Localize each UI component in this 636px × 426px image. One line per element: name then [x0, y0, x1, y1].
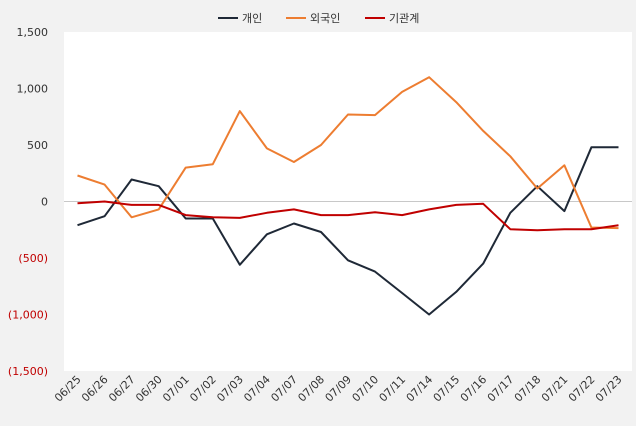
x-tick-label: 07/16 — [458, 373, 490, 405]
x-tick-label: 07/10 — [350, 373, 382, 405]
x-tick-label: 07/07 — [268, 373, 300, 405]
y-tick-label: (1,000) — [8, 309, 48, 322]
x-tick-label: 06/27 — [106, 373, 138, 405]
x-tick-label: 07/14 — [404, 373, 436, 405]
x-tick-label: 07/21 — [539, 373, 571, 405]
y-tick-label: (1,500) — [8, 365, 48, 378]
y-axis: 1,500 1,000 500 0 (500) (1,000) (1,500) — [8, 26, 48, 378]
x-tick-label: 07/03 — [214, 373, 246, 405]
y-tick-label: 500 — [27, 139, 48, 152]
legend: 개인 외국인 기관계 — [218, 12, 419, 25]
series-line-3 — [77, 200, 619, 232]
x-tick-label: 07/08 — [295, 373, 327, 405]
y-tick-label: 1,000 — [17, 83, 49, 96]
x-axis: 06/2506/2606/2706/3007/0107/0207/0307/04… — [52, 373, 625, 405]
x-tick-label: 06/26 — [79, 373, 111, 405]
legend-label: 기관계 — [389, 12, 419, 25]
legend-label: 개인 — [242, 12, 262, 25]
x-tick-label: 07/09 — [323, 373, 355, 405]
x-tick-label: 07/18 — [512, 373, 544, 405]
x-tick-label: 07/23 — [593, 373, 625, 405]
x-tick-label: 07/22 — [566, 373, 598, 405]
y-tick-label: 1,500 — [17, 26, 49, 39]
x-tick-label: 07/11 — [377, 373, 409, 405]
x-tick-label: 07/15 — [431, 373, 463, 405]
y-tick-label: (500) — [18, 252, 48, 265]
x-tick-label: 07/04 — [241, 373, 273, 405]
y-tick-label: 0 — [41, 196, 48, 209]
x-tick-label: 06/25 — [52, 373, 84, 405]
x-tick-label: 07/02 — [187, 373, 219, 405]
x-tick-label: 07/01 — [160, 373, 192, 405]
x-tick-label: 06/30 — [133, 373, 165, 405]
series-lines — [77, 76, 619, 316]
series-line-2 — [77, 76, 619, 230]
legend-label: 외국인 — [310, 12, 340, 25]
x-tick-label: 07/17 — [485, 373, 517, 405]
